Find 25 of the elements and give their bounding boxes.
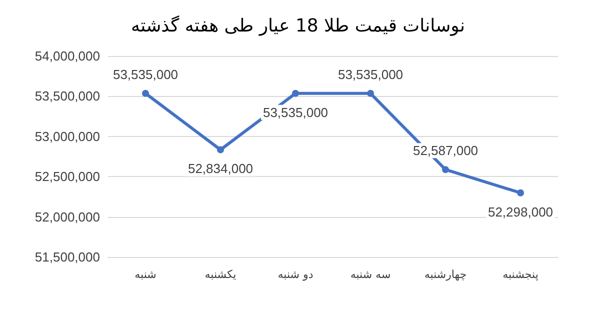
x-tick-label: شنبه: [134, 268, 156, 281]
point: [367, 90, 374, 97]
data-label: 52,834,000: [188, 161, 254, 176]
y-tick-label: 53,000,000: [34, 128, 100, 144]
point: [442, 166, 449, 174]
y-tick-label: 52,500,000: [34, 169, 100, 184]
data-label: 53,535,000: [262, 104, 328, 120]
point: [517, 189, 524, 196]
y-tick-label: 54,000,000: [34, 48, 100, 64]
x-tick-label: یکشنبه: [204, 268, 236, 281]
point: [142, 90, 149, 97]
point: [217, 146, 224, 154]
y-tick-label: 52,000,000: [34, 209, 100, 224]
x-tick-label: سه شنبه: [350, 268, 391, 281]
data-label: 52,298,000: [488, 204, 554, 220]
x-tick-label: چهارشنبه: [424, 268, 467, 281]
point: [292, 90, 299, 97]
data-label: 52,587,000: [412, 143, 478, 158]
data-label: 53,535,000: [112, 66, 178, 82]
x-tick-label: پنجشنبه: [502, 268, 538, 281]
x-tick-label: دو شنبه: [278, 268, 314, 281]
chart-title: نوسانات قیمت طلا 18 عیار طی هفته گذشته: [130, 14, 466, 36]
y-tick-label: 51,500,000: [34, 250, 100, 264]
y-tick-label: 53,500,000: [34, 88, 100, 104]
data-label: 53,535,000: [338, 66, 404, 82]
